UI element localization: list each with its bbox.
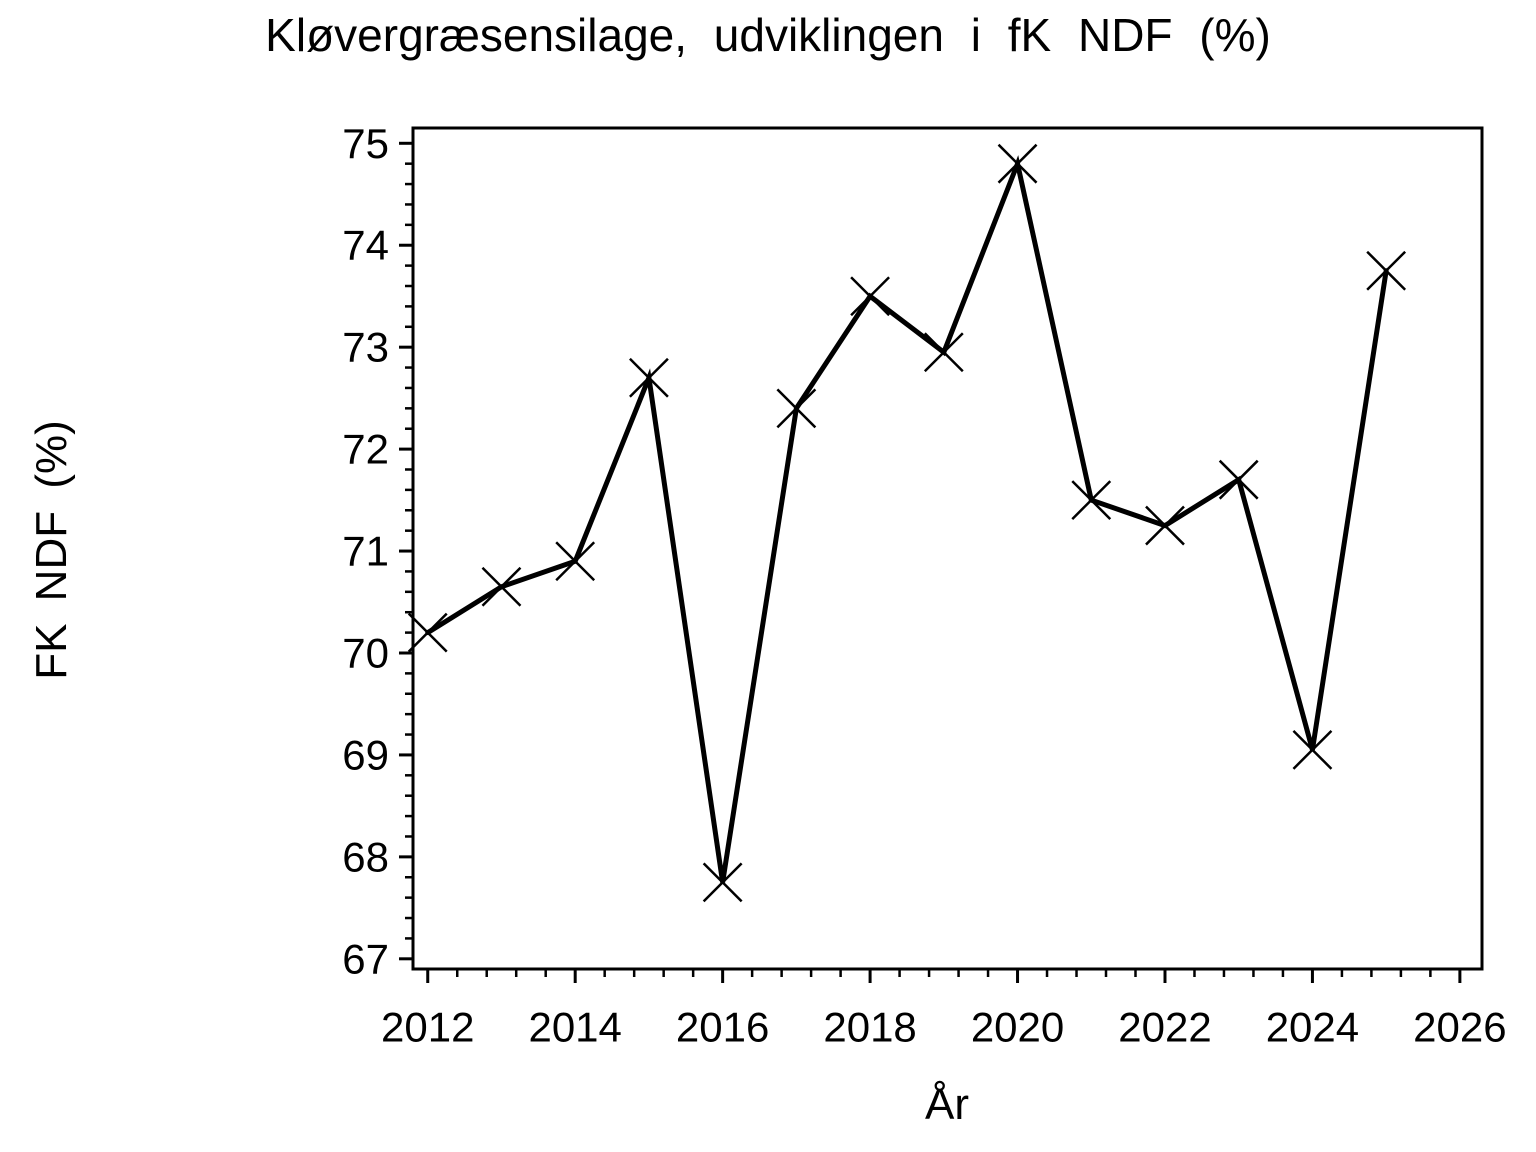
marker-stroke xyxy=(629,357,669,398)
y-tick-label: 69 xyxy=(342,731,389,778)
marker-stroke xyxy=(1218,459,1259,500)
marker-stroke xyxy=(776,388,817,429)
data-point-marker xyxy=(629,357,669,398)
data-point-marker xyxy=(997,143,1038,184)
data-point-marker xyxy=(1292,729,1333,770)
x-tick-label: 2020 xyxy=(971,1004,1064,1051)
data-point-marker xyxy=(481,566,522,607)
x-tick-label: 2016 xyxy=(676,1004,769,1051)
x-tick-label: 2026 xyxy=(1413,1004,1506,1051)
data-point-marker xyxy=(923,332,964,373)
x-tick-label: 2012 xyxy=(381,1004,474,1051)
chart-title: Kløvergræsensilage, udviklingen i fK NDF… xyxy=(265,9,1271,61)
x-tick-label: 2014 xyxy=(528,1004,621,1051)
y-tick-label: 72 xyxy=(342,426,389,473)
y-tick-label: 74 xyxy=(342,222,389,269)
data-point-marker xyxy=(1366,250,1407,291)
data-point-marker xyxy=(1218,459,1259,500)
marker-stroke xyxy=(1366,250,1407,291)
data-point-marker xyxy=(1145,505,1185,546)
marker-stroke xyxy=(481,566,522,607)
marker-stroke xyxy=(1292,729,1333,770)
marker-stroke xyxy=(1145,505,1185,546)
y-tick-label: 68 xyxy=(342,833,389,880)
data-line xyxy=(425,155,1389,883)
y-tick-label: 70 xyxy=(342,629,389,676)
data-point-marker xyxy=(407,612,448,653)
x-axis-title: År xyxy=(925,1080,969,1129)
y-tick-label: 67 xyxy=(342,935,389,982)
data-point-marker xyxy=(702,862,743,903)
data-point-marker xyxy=(555,541,596,582)
y-tick-label: 71 xyxy=(342,528,389,575)
marker-stroke xyxy=(850,276,890,317)
x-tick-label: 2018 xyxy=(823,1004,916,1051)
marker-stroke xyxy=(1071,480,1112,520)
marker-stroke xyxy=(555,541,596,582)
data-point-marker xyxy=(850,276,890,317)
y-tick-label: 75 xyxy=(342,120,389,167)
plot-frame xyxy=(411,126,1484,971)
marker-stroke xyxy=(997,143,1038,184)
x-tick-label: 2022 xyxy=(1118,1004,1211,1051)
marker-stroke xyxy=(702,862,743,903)
marker-stroke xyxy=(923,332,964,373)
y-tick-label: 73 xyxy=(342,324,389,371)
x-tick-label: 2024 xyxy=(1266,1004,1359,1051)
data-point-marker xyxy=(1071,480,1112,520)
data-point-marker xyxy=(776,388,817,429)
marker-stroke xyxy=(407,612,448,653)
